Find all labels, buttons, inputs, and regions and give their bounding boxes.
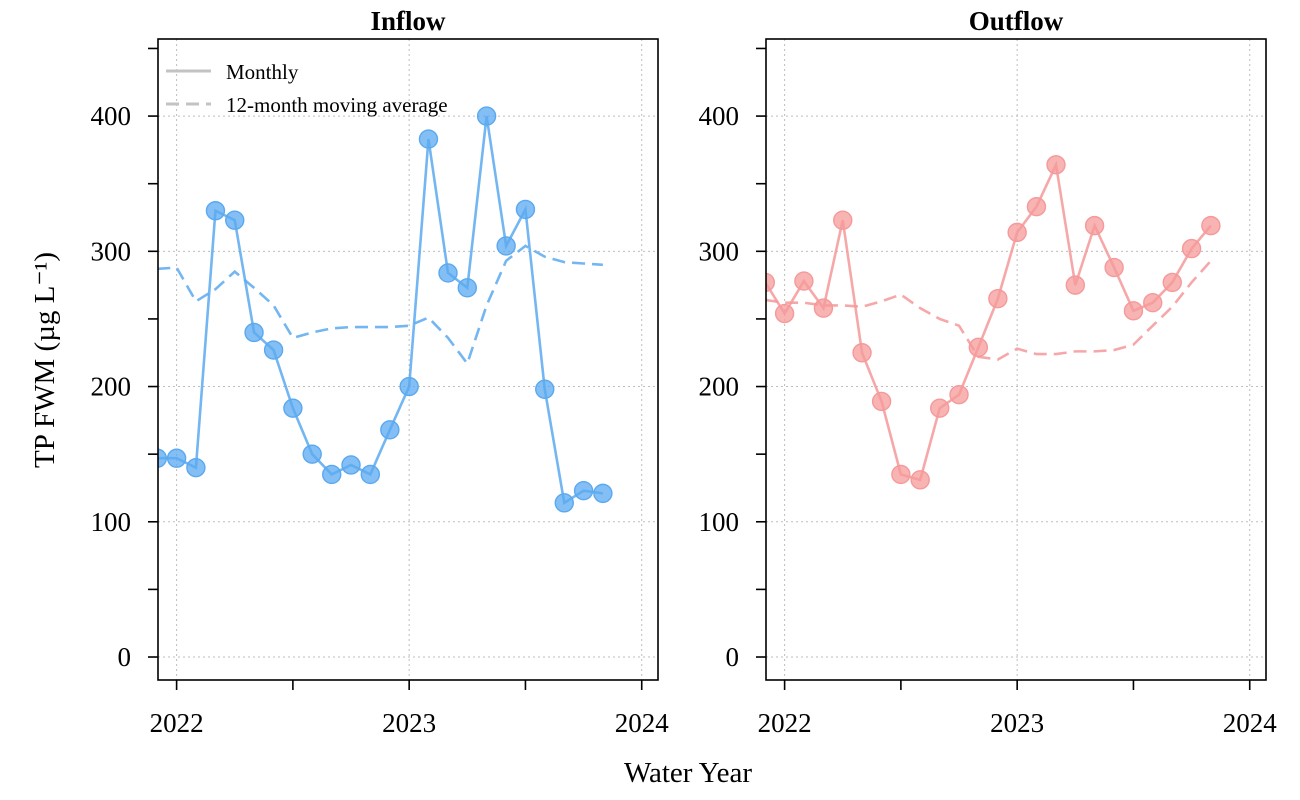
inflow-monthly-point <box>535 379 555 399</box>
outflow-monthly-point <box>891 464 911 485</box>
legend-moving-average-label: 12-month moving average <box>226 93 448 117</box>
inflow-monthly-point <box>322 464 342 485</box>
inflow-monthly-point <box>476 106 497 126</box>
inflow-moving-average-line <box>158 244 603 367</box>
outflow-gridlines <box>766 39 1266 680</box>
inflow-monthly-point <box>457 278 478 298</box>
inflow-monthly-point <box>225 210 245 230</box>
outflow-monthly-point <box>968 337 989 358</box>
outflow-monthly-point <box>1123 301 1144 321</box>
outflow-monthly-point <box>1104 257 1124 278</box>
inflow-ytick-label-0: 0 <box>118 642 132 672</box>
y-axis-title: TP FWM (µg L⁻¹) <box>29 252 61 468</box>
inflow-gridlines <box>158 39 658 680</box>
inflow-xtick-label-2023: 2023 <box>382 708 436 738</box>
inflow-monthly-point <box>283 398 303 418</box>
outflow-monthly-point <box>1026 196 1047 217</box>
inflow-monthly-series <box>158 106 613 513</box>
outflow-monthly-point <box>1046 155 1066 175</box>
inflow-monthly-point <box>360 464 381 485</box>
outflow-moving-average-line <box>766 259 1212 361</box>
outflow-monthly-point <box>930 398 950 418</box>
outflow-ytick-label-400: 400 <box>699 101 740 131</box>
inflow-monthly-point <box>186 457 206 478</box>
inflow-panel: Inflow 0 100 200 300 400 2022 2023 2024 Monthly… <box>91 6 670 738</box>
outflow-monthly-point <box>833 210 853 230</box>
inflow-monthly-point <box>380 420 400 440</box>
inflow-monthly-point <box>166 448 187 468</box>
inflow-ytick-label-300: 300 <box>91 236 132 266</box>
outflow-monthly-point <box>1084 215 1105 236</box>
legend-monthly-label: Monthly <box>226 60 299 84</box>
inflow-monthly-point <box>302 444 322 464</box>
outflow-plot-frame <box>765 38 1267 681</box>
outflow-monthly-point <box>988 288 1008 309</box>
outflow-monthly-line <box>766 160 1212 482</box>
inflow-moving-average-series <box>158 244 603 367</box>
inflow-monthly-point <box>158 448 167 468</box>
outflow-ytick-label-300: 300 <box>699 236 740 266</box>
inflow-monthly-point <box>593 483 613 504</box>
outflow-monthly-point <box>1065 275 1086 295</box>
x-axis-title: Water Year <box>624 757 752 789</box>
inflow-axes: 0 100 200 300 400 2022 2023 2024 <box>91 47 670 738</box>
inflow-monthly-point <box>205 201 226 221</box>
inflow-plot-frame <box>157 38 659 681</box>
inflow-monthly-point <box>438 263 458 283</box>
inflow-ytick-label-200: 200 <box>91 372 132 402</box>
inflow-monthly-point <box>341 455 361 475</box>
outflow-monthly-point <box>1181 238 1202 259</box>
outflow-monthly-point <box>910 470 930 490</box>
inflow-xtick-label-2024: 2024 <box>615 708 670 738</box>
outflow-ytick-label-200: 200 <box>699 372 740 402</box>
legend: Monthly 12-month moving average <box>166 60 448 117</box>
outflow-monthly-point <box>949 384 969 405</box>
inflow-monthly-point <box>573 480 594 501</box>
outflow-monthly-point <box>871 391 892 412</box>
inflow-monthly-line <box>158 115 604 505</box>
inflow-monthly-point <box>515 199 536 220</box>
outflow-monthly-point <box>1007 222 1027 243</box>
inflow-monthly-point <box>554 493 574 513</box>
inflow-title: Inflow <box>370 6 446 36</box>
outflow-monthly-point <box>813 298 834 318</box>
outflow-monthly-point <box>794 271 814 291</box>
inflow-ytick-label-400: 400 <box>91 101 132 131</box>
outflow-monthly-point <box>1201 215 1221 236</box>
inflow-ytick-label-100: 100 <box>91 507 132 537</box>
outflow-monthly-point <box>766 272 775 293</box>
outflow-xtick-label-2022: 2022 <box>758 708 812 738</box>
outflow-monthly-point <box>852 343 872 363</box>
inflow-monthly-point <box>263 340 284 360</box>
outflow-monthly-series <box>766 155 1221 490</box>
outflow-xtick-label-2024: 2024 <box>1223 708 1278 738</box>
inflow-monthly-point <box>399 376 419 397</box>
inflow-xtick-label-2022: 2022 <box>150 708 204 738</box>
outflow-ytick-label-100: 100 <box>699 507 740 537</box>
inflow-monthly-point <box>244 322 264 343</box>
outflow-moving-average-series <box>766 259 1212 361</box>
inflow-monthly-point <box>496 236 516 256</box>
outflow-monthly-point <box>774 303 795 324</box>
outflow-panel: Outflow 0 100 200 300 400 2022 2023 2024 <box>699 6 1278 738</box>
outflow-ytick-label-0: 0 <box>726 642 740 672</box>
outflow-title: Outflow <box>969 6 1064 36</box>
outflow-monthly-point <box>1143 293 1163 313</box>
outflow-monthly-point <box>1162 272 1182 293</box>
outflow-axes: 0 100 200 300 400 2022 2023 2024 <box>699 47 1278 738</box>
inflow-monthly-point <box>418 129 439 149</box>
outflow-xtick-label-2023: 2023 <box>990 708 1044 738</box>
